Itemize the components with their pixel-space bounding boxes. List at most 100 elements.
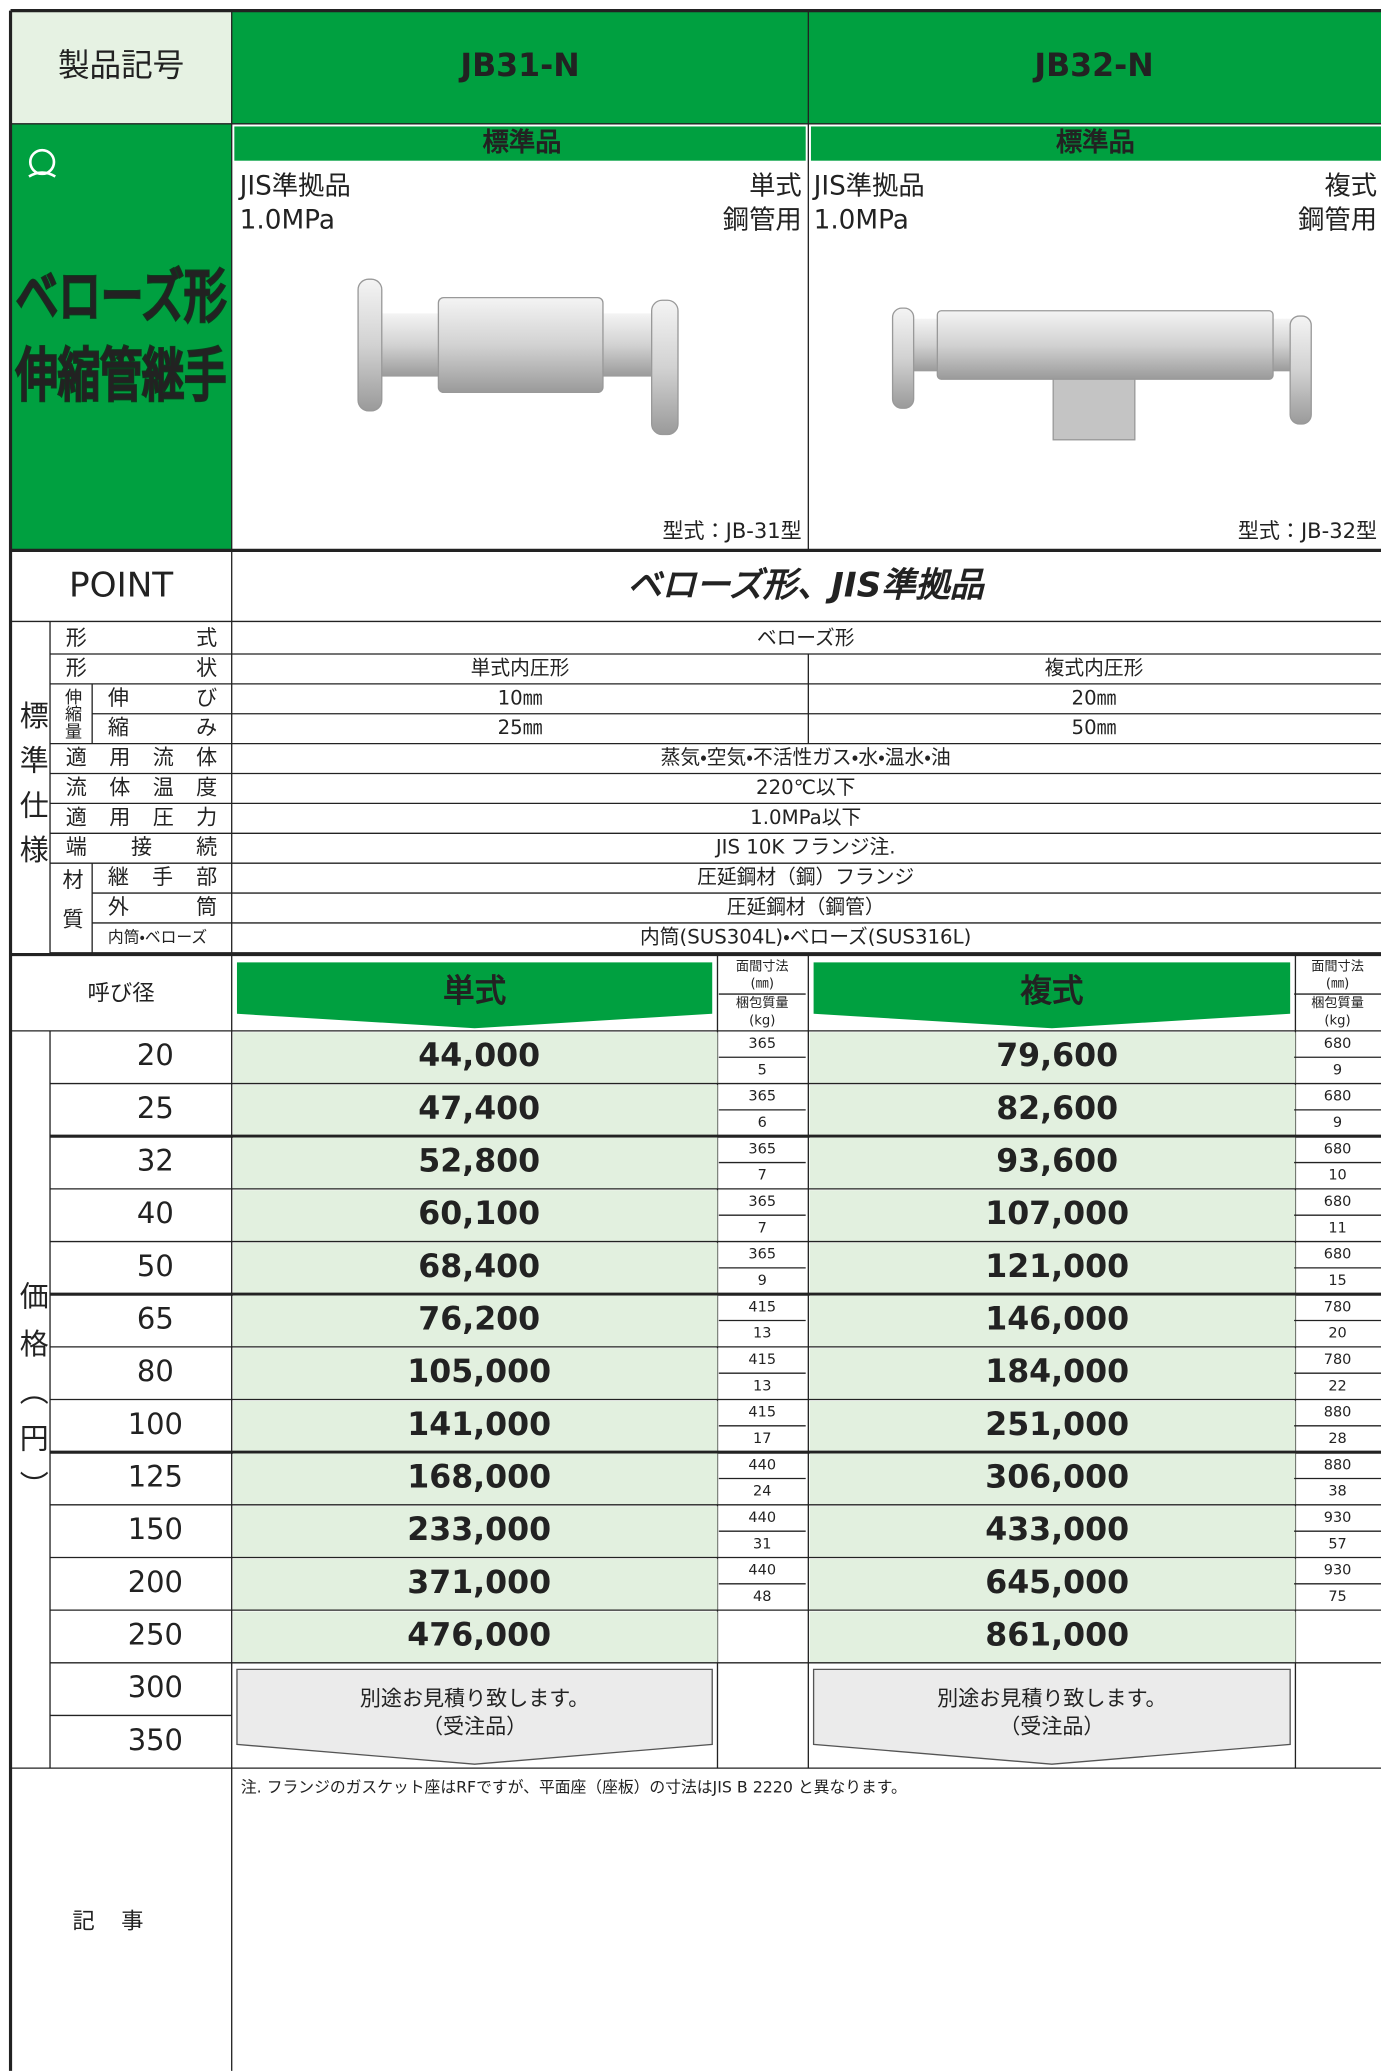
size: 300 [128,1670,183,1704]
model: 型式：JB-32型 [1238,518,1377,543]
estimate-text: （受注品） [999,1713,1104,1738]
spec-value: 10㎜ [498,686,543,709]
weight: 24 [753,1484,771,1500]
face-to-face: 440 [748,1510,776,1526]
price: 371,000 [407,1565,551,1601]
price-label: 価格（円） [15,1281,49,1518]
estimate-box [812,1668,1291,1765]
weight: 57 [1328,1536,1346,1552]
price: 184,000 [985,1354,1129,1390]
spec-row-label: 端接続 [66,834,217,859]
size: 20 [137,1038,174,1072]
spec-value: 25㎜ [498,716,543,739]
size-label: 呼び径 [88,981,155,1007]
header-label-bg [10,10,232,124]
use: 鋼管用 [1298,206,1377,236]
size: 200 [128,1565,183,1599]
series-label: 単式 [443,974,507,1010]
face-to-face: 680 [1324,1247,1352,1263]
face-to-face: 365 [748,1194,776,1210]
weight: 9 [758,1273,767,1289]
face-to-face: 680 [1324,1036,1352,1052]
series-label: 複式 [1020,974,1084,1010]
face-to-face: 780 [1324,1299,1352,1315]
price-cell-bg [233,1137,718,1189]
header-product-bg [231,10,1381,124]
weight: 13 [753,1378,771,1394]
dim-label: (kg) [1324,1013,1350,1028]
face-to-face: 440 [748,1563,776,1579]
spec-value: 20㎜ [1072,686,1117,709]
price-cell-bg [233,1611,718,1663]
weight: 13 [753,1326,771,1342]
weight: 11 [1328,1220,1346,1236]
category-bg [10,123,232,551]
estimate-box [236,1668,713,1765]
face-to-face: 930 [1324,1510,1352,1526]
price-cell-bg [233,1190,718,1242]
model: 型式：JB-31型 [663,518,802,543]
notes-text: 注. フランジのガスケット座はRFですが、平面座（座板）の寸法はJIS B 22… [241,1777,907,1796]
spec-group-label: 材質 [60,868,85,947]
price: 251,000 [985,1407,1129,1443]
price: 476,000 [407,1617,551,1653]
face-to-face: 440 [748,1457,776,1473]
size: 65 [137,1302,174,1336]
price-cell-bg [233,1348,718,1400]
price: 861,000 [985,1617,1129,1653]
face-to-face: 415 [748,1352,776,1368]
size: 100 [128,1407,183,1441]
spec-value: 複式内圧形 [1045,656,1144,679]
price: 645,000 [985,1565,1129,1601]
notes-label: 記事 [72,1909,169,1935]
price: 121,000 [985,1249,1129,1285]
pressure: 1.0MPa [814,206,909,236]
size: 50 [137,1249,174,1283]
price-cell-bg [233,1242,718,1295]
standard: JIS準拠品 [812,172,925,202]
type: 単式 [749,172,802,202]
face-to-face: 680 [1324,1194,1352,1210]
price-cell-bg [809,1400,1296,1453]
weight: 15 [1328,1273,1346,1289]
size: 250 [128,1617,183,1651]
spec-value: 単式内圧形 [471,656,570,679]
price: 233,000 [407,1512,551,1548]
size: 32 [137,1144,174,1178]
size: 80 [137,1354,174,1388]
price-cell-bg [233,1400,718,1453]
weight: 10 [1328,1168,1346,1184]
price: 306,000 [985,1459,1129,1495]
weight: 9 [1333,1115,1342,1131]
weight: 20 [1328,1326,1346,1342]
price-cell-bg [809,1453,1296,1505]
spec-value: 蒸気・空気・不活性ガス・水・温水・油 [661,746,951,769]
use: 鋼管用 [723,206,802,236]
face-to-face: 880 [1324,1457,1352,1473]
spec-row-label: 形状 [66,655,217,680]
spec-row-label: 外筒 [108,894,217,919]
product-code: JB32-N [1032,48,1153,84]
size: 40 [137,1196,174,1230]
price: 76,200 [418,1302,540,1338]
product-code: JB31-N [458,48,579,84]
series-banner [813,962,1291,1029]
point-text: ベローズ形、JIS準拠品 [628,566,986,606]
face-to-face: 680 [1324,1141,1352,1157]
weight: 7 [758,1168,767,1184]
dim-label: 梱包質量 [736,995,789,1011]
weight: 5 [758,1062,767,1078]
price: 433,000 [985,1512,1129,1548]
badge: 標準品 [1056,127,1135,158]
category-title: 伸縮管継手 [15,341,226,409]
dim-label: (㎜) [1326,976,1349,991]
size: 350 [128,1723,183,1757]
estimate-text: （受注品） [422,1713,527,1738]
weight: 31 [753,1536,771,1552]
badge: 標準品 [483,127,562,158]
dim-label: (㎜) [751,976,774,991]
spec-value: 220℃以下 [756,776,855,799]
series-banner [236,962,713,1029]
face-to-face: 365 [748,1089,776,1105]
spec-row-label: 適用圧力 [66,804,217,829]
